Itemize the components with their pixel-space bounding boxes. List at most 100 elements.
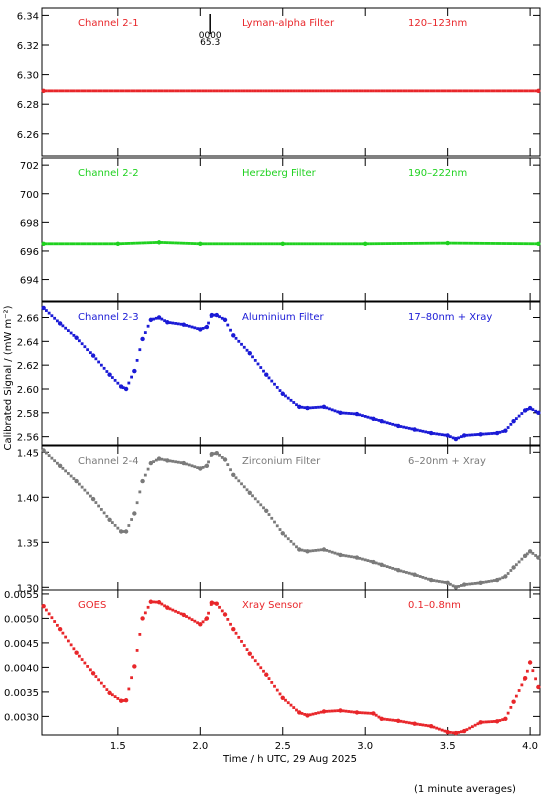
minute-mark (237, 479, 241, 483)
minute-mark (179, 322, 183, 326)
minute-mark (374, 561, 378, 565)
minute-mark (300, 89, 304, 93)
minute-mark (121, 699, 125, 702)
minute-mark (273, 382, 276, 386)
panel-frame (41, 157, 541, 302)
minute-mark (113, 695, 117, 699)
series-points (41, 88, 541, 94)
minute-mark (416, 574, 419, 577)
y-tick-label: 2.56 (17, 433, 39, 444)
minute-mark (531, 669, 535, 673)
minute-mark (286, 396, 290, 400)
minute-mark (498, 89, 502, 93)
minute-mark (501, 718, 505, 722)
minute-mark (204, 242, 208, 246)
minute-mark (443, 89, 447, 93)
minute-mark (509, 569, 513, 572)
minute-mark (66, 472, 70, 475)
minute-mark (212, 601, 216, 605)
minute-mark (490, 579, 494, 583)
minute-mark (190, 618, 194, 622)
minute-mark (534, 409, 538, 413)
minute-mark (509, 242, 513, 245)
minute-mark (182, 89, 186, 93)
minute-mark (113, 242, 117, 246)
minute-mark (443, 241, 447, 245)
minute-mark (394, 242, 397, 245)
minute-mark (135, 241, 139, 245)
minute-mark (127, 242, 131, 245)
minute-mark (270, 242, 274, 246)
minute-mark (190, 325, 194, 329)
minute-mark (514, 417, 518, 421)
minute-mark (273, 242, 276, 246)
data-point (222, 612, 228, 617)
minute-mark (498, 430, 502, 434)
minute-mark (176, 89, 180, 93)
minute-mark (443, 433, 447, 437)
data-point (494, 719, 500, 724)
band-label: 6–20nm + Xray (408, 456, 486, 467)
minute-mark (366, 89, 370, 93)
y-tick-label: 1.45 (17, 448, 39, 459)
minute-mark (190, 89, 194, 93)
minute-mark (91, 89, 95, 93)
y-tick-label: 6.26 (17, 130, 39, 141)
data-point (536, 88, 541, 94)
minute-mark (146, 324, 150, 328)
minute-mark (259, 366, 263, 369)
minute-mark (168, 607, 172, 611)
data-point (412, 721, 417, 726)
minute-mark (44, 309, 48, 312)
minute-mark (352, 555, 356, 559)
data-point (198, 241, 203, 246)
minute-mark (58, 89, 62, 93)
minute-mark (212, 89, 216, 93)
minute-mark (410, 572, 414, 576)
minute-mark (308, 406, 312, 410)
minute-mark (262, 89, 265, 93)
minute-mark (143, 241, 147, 245)
y-tick-label: 1.35 (17, 538, 39, 549)
minute-mark (366, 415, 370, 419)
minute-mark (459, 89, 463, 93)
minute-mark (330, 709, 334, 713)
minute-mark (308, 89, 312, 93)
minute-mark (163, 604, 166, 608)
minute-mark (303, 549, 307, 553)
minute-mark (226, 617, 230, 621)
minute-mark (275, 688, 279, 692)
minute-mark (278, 528, 282, 531)
y-tick-label: 0.0045 (4, 639, 39, 650)
x-tick-label: 2.5 (275, 741, 291, 752)
minute-mark (297, 89, 301, 93)
minute-mark (179, 461, 183, 465)
minute-mark (492, 242, 496, 245)
data-point (140, 616, 145, 621)
minute-mark (121, 386, 125, 390)
minute-mark (86, 89, 90, 93)
minute-mark (481, 720, 485, 724)
data-point (74, 650, 79, 655)
minute-mark (366, 559, 370, 562)
minute-mark (284, 534, 287, 538)
minute-mark (509, 422, 513, 426)
minute-mark (245, 242, 249, 246)
minute-mark (517, 242, 521, 246)
minute-mark (352, 710, 356, 714)
minute-mark (308, 242, 312, 246)
minute-mark (432, 725, 436, 729)
series-minute-trail (42, 240, 540, 246)
minute-mark (303, 89, 307, 93)
minute-mark (105, 370, 109, 373)
minute-mark (347, 710, 351, 713)
y-tick-label: 2.66 (17, 313, 39, 324)
minute-mark (501, 576, 505, 580)
minute-mark (135, 89, 139, 93)
minute-mark (143, 89, 147, 93)
data-point (198, 327, 203, 332)
minute-mark (99, 363, 103, 367)
minute-mark (487, 432, 491, 436)
data-point (527, 549, 533, 554)
minute-mark (457, 241, 461, 245)
